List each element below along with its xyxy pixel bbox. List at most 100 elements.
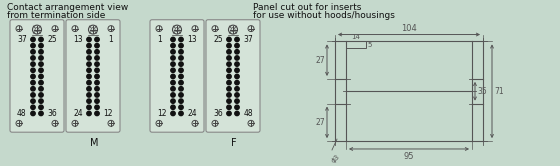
Circle shape [227,99,231,103]
FancyBboxPatch shape [150,20,204,132]
Circle shape [87,87,91,91]
Circle shape [171,87,175,91]
Circle shape [39,50,43,54]
Circle shape [39,99,43,103]
Circle shape [172,25,181,34]
Circle shape [87,62,91,66]
Circle shape [227,43,231,48]
Circle shape [87,37,91,42]
Circle shape [171,43,175,48]
Circle shape [235,99,239,103]
Circle shape [171,62,175,66]
Text: Panel cut out for inserts: Panel cut out for inserts [253,3,361,12]
Circle shape [39,62,43,66]
Circle shape [95,68,99,73]
Circle shape [31,74,35,79]
Circle shape [171,37,175,42]
Text: 12: 12 [157,109,166,118]
Circle shape [95,50,99,54]
Circle shape [87,74,91,79]
Circle shape [39,105,43,109]
Text: for use without hoods/housings: for use without hoods/housings [253,11,395,20]
Circle shape [179,43,183,48]
Circle shape [227,56,231,60]
Circle shape [31,37,35,42]
Text: 37: 37 [243,35,253,44]
Circle shape [227,37,231,42]
Circle shape [179,87,183,91]
Text: 37: 37 [17,35,27,44]
Circle shape [95,56,99,60]
Circle shape [171,81,175,85]
Circle shape [179,111,183,116]
Circle shape [171,56,175,60]
Circle shape [235,50,239,54]
Text: 36: 36 [47,109,57,118]
Circle shape [31,56,35,60]
Text: 48: 48 [244,109,253,118]
Circle shape [95,37,99,42]
Circle shape [87,43,91,48]
Circle shape [95,105,99,109]
Circle shape [235,93,239,97]
Circle shape [39,56,43,60]
Circle shape [235,87,239,91]
Text: 36: 36 [213,109,223,118]
Circle shape [39,37,43,42]
Text: 5: 5 [367,42,372,48]
Circle shape [227,50,231,54]
Circle shape [31,81,35,85]
Circle shape [95,111,99,116]
Circle shape [235,81,239,85]
Circle shape [179,105,183,109]
Text: 25: 25 [48,35,57,44]
Circle shape [95,43,99,48]
Circle shape [87,99,91,103]
Circle shape [31,99,35,103]
Circle shape [87,93,91,97]
Circle shape [171,74,175,79]
Bar [346,42,366,48]
Circle shape [95,62,99,66]
Text: 27: 27 [315,118,325,127]
FancyBboxPatch shape [10,20,64,132]
Text: 104: 104 [401,24,417,33]
Circle shape [235,68,239,73]
Circle shape [31,68,35,73]
Text: from termination side: from termination side [7,11,105,20]
Text: 48: 48 [17,109,27,118]
Circle shape [95,99,99,103]
Text: 14: 14 [352,35,361,41]
Circle shape [235,105,239,109]
Text: 27: 27 [315,56,325,65]
Circle shape [31,93,35,97]
Circle shape [31,62,35,66]
Text: 24: 24 [73,109,83,118]
Text: M: M [90,138,98,148]
Circle shape [227,111,231,116]
Circle shape [39,111,43,116]
Text: 71: 71 [494,87,503,96]
Circle shape [227,74,231,79]
Circle shape [171,68,175,73]
Circle shape [227,62,231,66]
Text: 95: 95 [404,152,414,161]
Circle shape [227,105,231,109]
Text: 25: 25 [213,35,223,44]
Circle shape [235,37,239,42]
Text: 12: 12 [104,109,113,118]
Circle shape [179,37,183,42]
Text: 24: 24 [188,109,197,118]
FancyBboxPatch shape [206,20,260,132]
Text: Contact arrangement view: Contact arrangement view [7,3,128,12]
Text: F: F [231,138,237,148]
Circle shape [95,87,99,91]
Text: 13: 13 [188,35,197,44]
Circle shape [87,68,91,73]
Circle shape [179,93,183,97]
Circle shape [39,87,43,91]
Circle shape [39,68,43,73]
Text: 13: 13 [73,35,83,44]
Circle shape [171,111,175,116]
Circle shape [87,56,91,60]
